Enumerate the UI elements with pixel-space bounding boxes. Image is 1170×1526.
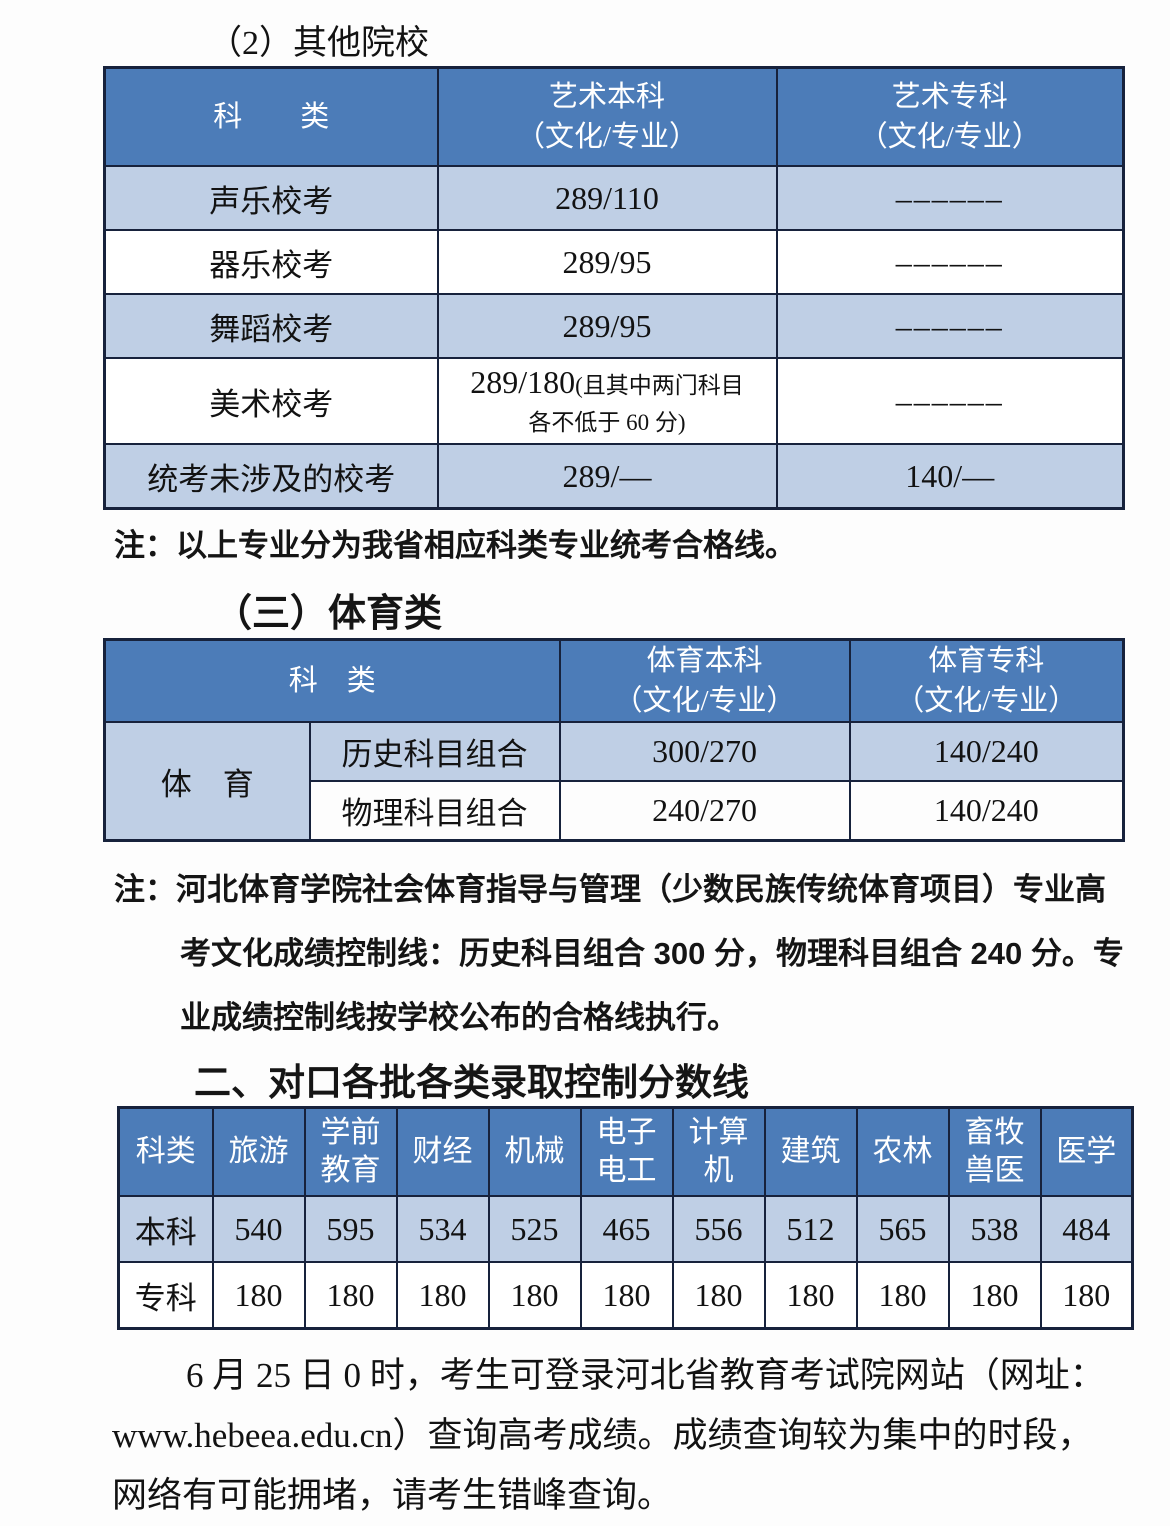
header-computer: 计算 机	[671, 1106, 766, 1197]
header-medicine: 医学	[1039, 1106, 1134, 1197]
table-header-row: 科 类 艺术本科 （文化/专业） 艺术专科 （文化/专业）	[103, 66, 1125, 167]
table-row-dance: 舞蹈校考 289/95 ––––––	[103, 293, 1125, 359]
header-sports-zhuanke: 体育专科 （文化/专业）	[848, 638, 1125, 723]
section-title-duikou: 二、对口各批各类录取控制分数线	[194, 1062, 749, 1103]
score-architecture: 180	[763, 1261, 858, 1330]
header-tourism: 旅游	[211, 1106, 306, 1197]
score-medicine: 180	[1039, 1261, 1134, 1330]
header-category: 科 类	[103, 638, 561, 723]
table-header-row: 科类 旅游 学前 教育 财经 机械 电子 电工 计算 机 建筑 农林 畜牧 兽医…	[117, 1106, 1134, 1197]
score-agroforestry: 565	[855, 1195, 950, 1263]
score-architecture: 512	[763, 1195, 858, 1263]
zhuanke-score: ––––––	[775, 293, 1125, 359]
header-art-zhuanke: 艺术专科 （文化/专业）	[775, 66, 1125, 167]
row-label: 专科	[117, 1261, 214, 1330]
benke-score: 289/—	[436, 443, 778, 510]
score-finance: 180	[395, 1261, 490, 1330]
benke-score: 289/95	[436, 229, 778, 295]
section-title-sports: （三）体育类	[214, 593, 443, 635]
header-finance: 财经	[395, 1106, 490, 1197]
score-query-instructions: 6 月 25 日 0 时，考生可登录河北省教育考试院网站（网址： www.heb…	[112, 1356, 1105, 1515]
row-label: 本科	[117, 1195, 214, 1263]
row-label: 历史科目组合	[308, 721, 561, 782]
other-colleges-score-table: 科 类 艺术本科 （文化/专业） 艺术专科 （文化/专业） 声乐校考 289/1…	[103, 66, 1125, 510]
score-preschool-education: 180	[303, 1261, 398, 1330]
table-row-benke: 本科 540 595 534 525 465 556 512 565 538 4…	[117, 1195, 1134, 1263]
zhuanke-score: ––––––	[775, 357, 1125, 445]
benke-score: 289/95	[436, 293, 778, 359]
score-machinery: 180	[487, 1261, 582, 1330]
note-sports-control-line: 注：河北体育学院社会体育指导与管理（少数民族传统体育项目）专业高 考文化成绩控制…	[114, 872, 1124, 1035]
score-finance: 534	[395, 1195, 490, 1263]
note-art-pass-line: 注：以上专业分为我省相应科类专业统考合格线。	[114, 528, 796, 563]
header-category: 科 类	[103, 66, 439, 167]
zhuanke-score: 140/240	[848, 780, 1125, 842]
vocational-score-table: 科类 旅游 学前 教育 财经 机械 电子 电工 计算 机 建筑 农林 畜牧 兽医…	[117, 1106, 1134, 1330]
row-label: 声乐校考	[103, 165, 439, 231]
header-category: 科类	[117, 1106, 214, 1197]
table-row-history-combo: 体 育 历史科目组合 300/270 140/240	[103, 721, 1125, 842]
header-art-benke: 艺术本科 （文化/专业）	[436, 66, 778, 167]
score-value: 289/180	[470, 364, 576, 400]
table-row-uncovered-exams: 统考未涉及的校考 289/— 140/—	[103, 443, 1125, 510]
score-agroforestry: 180	[855, 1261, 950, 1330]
row-label: 物理科目组合	[308, 780, 561, 842]
score-computer: 556	[671, 1195, 766, 1263]
score-tourism: 540	[211, 1195, 306, 1263]
group-label-sports: 体 育	[103, 721, 311, 842]
header-architecture: 建筑	[763, 1106, 858, 1197]
zhuanke-score: ––––––	[775, 165, 1125, 231]
zhuanke-score: 140/240	[848, 721, 1125, 782]
zhuanke-score: ––––––	[775, 229, 1125, 295]
score-animal-husbandry: 538	[947, 1195, 1042, 1263]
table-row-vocal: 声乐校考 289/110 ––––––	[103, 165, 1125, 231]
section-title-other-colleges: （2）其他院校	[208, 25, 429, 62]
row-label: 美术校考	[103, 357, 439, 445]
table-header-row: 科 类 体育本科 （文化/专业） 体育专科 （文化/专业）	[103, 638, 1125, 723]
sports-score-table: 科 类 体育本科 （文化/专业） 体育专科 （文化/专业） 体 育 历史科目组合…	[103, 638, 1126, 842]
header-preschool-education: 学前 教育	[303, 1106, 398, 1197]
benke-score: 240/270	[558, 780, 851, 842]
header-sports-benke: 体育本科 （文化/专业）	[558, 638, 851, 723]
row-label: 舞蹈校考	[103, 293, 439, 359]
table-row-fine-arts: 美术校考 289/180(且其中两门科目 各不低于 60 分) ––––––	[103, 357, 1125, 445]
score-tourism: 180	[211, 1261, 306, 1330]
benke-score: 300/270	[558, 721, 851, 782]
table-row-instrumental: 器乐校考 289/95 ––––––	[103, 229, 1125, 295]
score-medicine: 484	[1039, 1195, 1134, 1263]
header-electronics: 电子 电工	[579, 1106, 674, 1197]
zhuanke-score: 140/—	[775, 443, 1125, 510]
table-row-physics-combo: 物理科目组合 240/270 140/240	[105, 780, 1125, 842]
benke-score: 289/110	[436, 165, 778, 231]
row-label: 统考未涉及的校考	[103, 443, 439, 510]
benke-score: 289/180(且其中两门科目 各不低于 60 分)	[436, 357, 778, 445]
score-electronics: 180	[579, 1261, 674, 1330]
score-animal-husbandry: 180	[947, 1261, 1042, 1330]
header-machinery: 机械	[487, 1106, 582, 1197]
score-preschool-education: 595	[303, 1195, 398, 1263]
header-agroforestry: 农林	[855, 1106, 950, 1197]
score-computer: 180	[671, 1261, 766, 1330]
score-machinery: 525	[487, 1195, 582, 1263]
header-animal-husbandry: 畜牧 兽医	[947, 1106, 1042, 1197]
table-row-zhuanke: 专科 180 180 180 180 180 180 180 180 180 1…	[117, 1261, 1134, 1330]
row-label: 器乐校考	[103, 229, 439, 295]
score-electronics: 465	[579, 1195, 674, 1263]
score-condition-note: (且其中两门科目 各不低于 60 分)	[528, 373, 744, 435]
